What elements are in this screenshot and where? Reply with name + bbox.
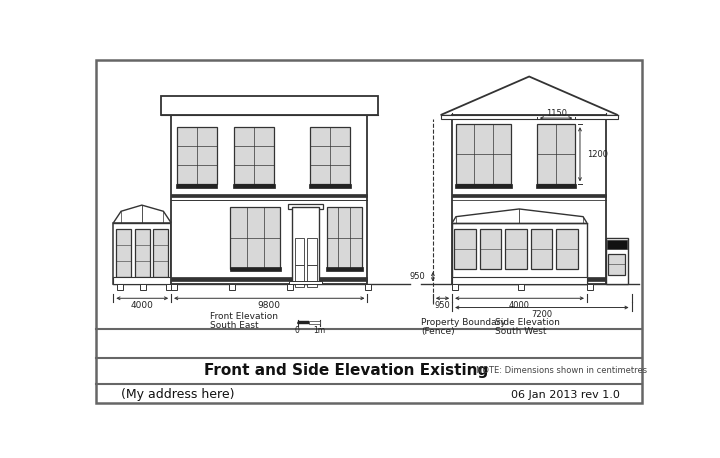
Bar <box>310 126 350 184</box>
Bar <box>171 194 367 196</box>
Bar <box>307 238 317 265</box>
Text: Side Elevation: Side Elevation <box>495 318 559 327</box>
Bar <box>117 229 131 277</box>
Bar <box>230 207 281 269</box>
Bar <box>556 229 577 269</box>
Bar <box>153 229 168 277</box>
Bar <box>171 115 367 284</box>
Bar <box>161 96 378 115</box>
Bar <box>456 124 511 184</box>
Bar <box>287 284 293 290</box>
Text: 1150: 1150 <box>546 109 567 118</box>
Bar <box>518 284 523 290</box>
Bar <box>531 229 552 269</box>
Bar <box>454 229 476 269</box>
Text: 4000: 4000 <box>130 301 153 310</box>
Bar <box>326 267 363 271</box>
Bar <box>234 126 274 184</box>
Text: South East: South East <box>210 322 258 331</box>
Text: 0: 0 <box>294 326 299 335</box>
Text: 950: 950 <box>410 272 426 281</box>
Text: 4000: 4000 <box>508 301 530 310</box>
Text: Front Elevation: Front Elevation <box>210 312 278 321</box>
Bar <box>288 203 323 209</box>
Text: (My address here): (My address here) <box>121 388 235 401</box>
Bar <box>292 207 319 283</box>
Bar <box>289 281 322 284</box>
Text: 9800: 9800 <box>258 301 280 310</box>
Bar <box>176 126 217 184</box>
Bar <box>452 284 459 290</box>
Bar <box>309 184 351 188</box>
Bar <box>298 322 309 324</box>
Bar <box>327 207 362 269</box>
Text: 950: 950 <box>434 301 450 310</box>
Text: Property Boundary: Property Boundary <box>421 318 506 327</box>
Text: 1200: 1200 <box>587 150 608 159</box>
Text: 7200: 7200 <box>531 310 552 319</box>
Text: NOTE: Dimensions shown in centimetres: NOTE: Dimensions shown in centimetres <box>476 366 647 375</box>
Bar <box>452 277 606 281</box>
Bar <box>140 284 146 290</box>
Bar <box>113 277 171 284</box>
Bar <box>607 240 627 249</box>
Bar <box>117 284 123 290</box>
Bar <box>505 229 527 269</box>
Bar <box>171 284 177 290</box>
Bar <box>295 238 305 265</box>
Bar <box>480 229 501 269</box>
Bar <box>537 124 575 184</box>
Bar <box>230 267 282 271</box>
Bar <box>113 223 171 284</box>
Bar <box>295 265 305 287</box>
Bar <box>452 223 587 284</box>
Text: 06 Jan 2013 rev 1.0: 06 Jan 2013 rev 1.0 <box>511 390 620 399</box>
Bar <box>309 322 320 324</box>
Bar <box>171 277 367 281</box>
Bar <box>229 284 235 290</box>
Bar <box>441 115 618 119</box>
Bar <box>536 184 576 188</box>
Bar <box>176 184 217 188</box>
Bar <box>587 284 593 290</box>
Text: 1m: 1m <box>314 326 325 335</box>
Text: (Fence): (Fence) <box>421 327 455 336</box>
Bar <box>606 238 628 284</box>
Bar <box>608 254 626 275</box>
Bar <box>166 284 172 290</box>
Bar <box>455 184 512 188</box>
Bar <box>452 115 606 284</box>
Bar <box>452 277 587 284</box>
Text: South West: South West <box>495 327 546 336</box>
Bar <box>233 184 275 188</box>
Bar <box>307 265 317 287</box>
Text: Front and Side Elevation Existing: Front and Side Elevation Existing <box>204 363 488 378</box>
Bar <box>135 229 150 277</box>
Bar <box>452 194 606 196</box>
Bar <box>365 284 372 290</box>
